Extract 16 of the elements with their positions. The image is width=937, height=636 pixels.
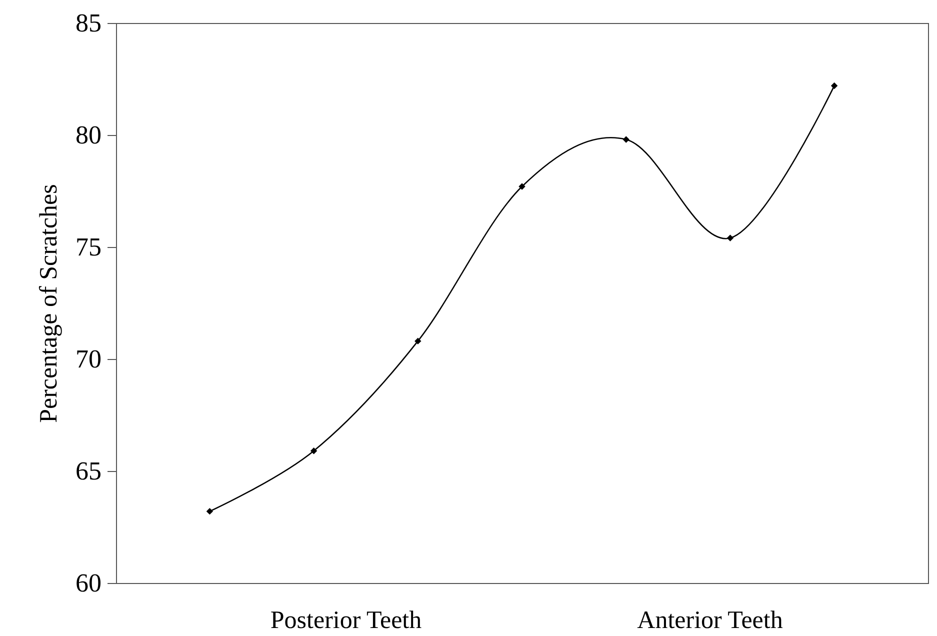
y-tick-label: 75 (76, 232, 102, 262)
point (518, 183, 526, 190)
point (830, 82, 838, 90)
point (310, 447, 318, 454)
text: Posterior Teeth (270, 607, 422, 634)
y-tick-label: 60 (76, 568, 102, 598)
point (726, 234, 734, 242)
y-tick-label: 65 (76, 456, 102, 486)
point (414, 338, 422, 344)
point (622, 136, 630, 143)
y-axis-title: Percentage of Scratches (36, 184, 62, 423)
y-tick-label: 80 (76, 120, 102, 150)
y-tick-label: 70 (76, 344, 102, 374)
point (206, 508, 214, 515)
y-tick-label: 85 (76, 8, 102, 38)
text: Anterior Teeth (637, 607, 784, 634)
